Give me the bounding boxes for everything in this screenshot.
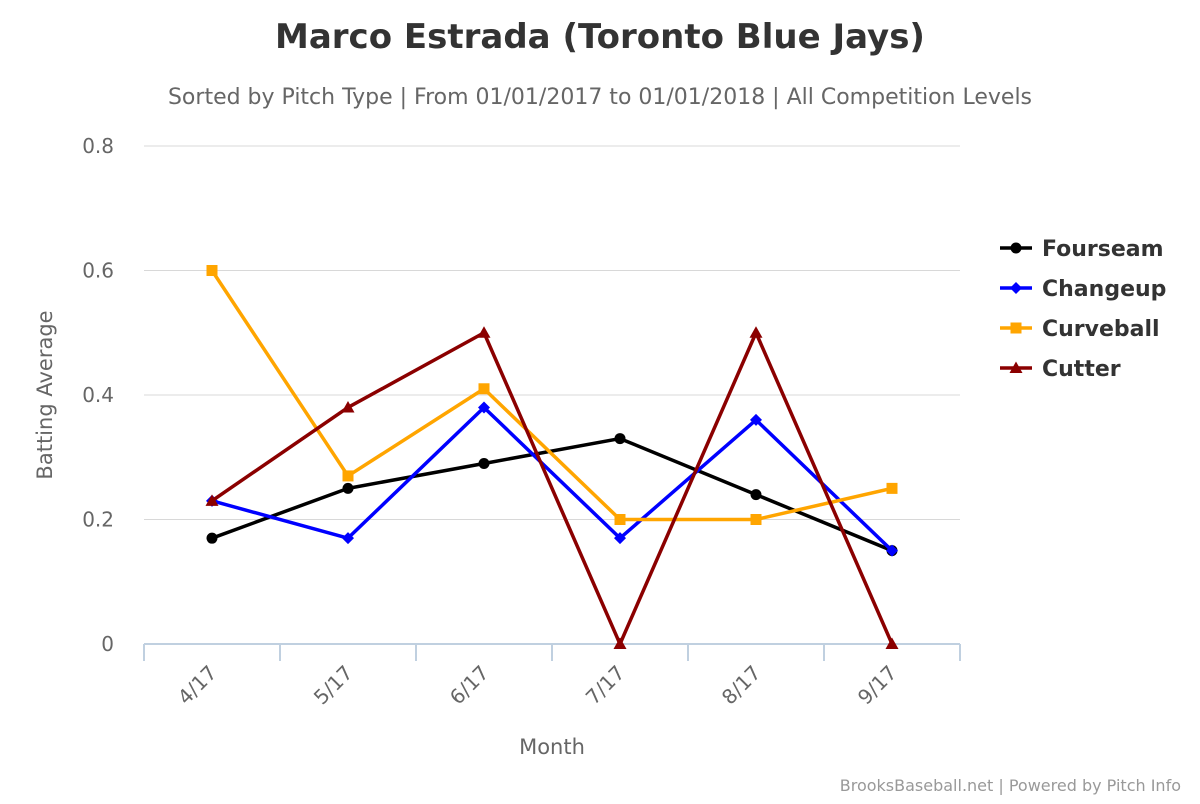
legend-item-cutter[interactable]: Cutter [1000,357,1121,382]
data-point [750,489,762,501]
legend: Fourseam Changeup Curveball Cutter [1000,237,1166,382]
data-point [886,544,898,557]
chart-title: Marco Estrada (Toronto Blue Jays) [275,17,925,57]
data-point [614,433,626,445]
data-point [206,265,218,276]
x-tick-label: 8/17 [717,661,766,710]
legend-marker [1010,242,1022,254]
series-line [210,436,894,553]
y-tick-label: 0.2 [82,508,114,532]
series-line [210,331,894,646]
data-point [749,326,763,338]
data-point [206,532,218,544]
legend-marker [1010,322,1022,334]
series-curveball [206,265,898,525]
legend-label: Changeup [1042,277,1166,302]
legend-label: Fourseam [1042,237,1164,262]
legend-item-fourseam[interactable]: Fourseam [1000,237,1164,262]
x-tick-label: 5/17 [309,661,358,710]
series-changeup [206,401,898,557]
data-point [885,637,899,649]
legend-marker [1010,282,1022,294]
y-tick-label: 0.6 [82,259,114,283]
y-tick-label: 0.4 [82,383,114,407]
data-point [478,401,490,414]
data-point [750,514,762,525]
y-axis-label: Batting Average [33,310,57,479]
data-point [478,457,490,469]
credits[interactable]: BrooksBaseball.net | Powered by Pitch In… [840,776,1181,795]
data-point [341,400,355,413]
x-tick-label: 7/17 [581,661,630,710]
legend-item-curveball[interactable]: Curveball [1000,317,1160,342]
data-point [750,413,762,426]
series-line [210,405,894,553]
x-tick-label: 4/17 [173,661,222,710]
data-point [342,470,354,482]
series-group [205,265,899,649]
data-point [613,637,627,649]
data-point [614,514,626,525]
data-point [614,532,626,545]
legend-item-changeup[interactable]: Changeup [1000,277,1166,302]
data-point [886,482,898,494]
data-point [342,482,354,494]
x-axis-label: Month [519,735,585,759]
data-point [477,326,491,338]
x-tick-label: 6/17 [445,661,494,710]
data-point [205,494,219,506]
grid-lines [144,145,960,520]
legend-label: Cutter [1042,357,1121,382]
data-point [342,532,354,545]
series-fourseam [206,433,898,557]
legend-marker [1009,361,1023,373]
series-cutter [205,326,899,649]
legend-label: Curveball [1042,317,1160,342]
y-tick-label: 0.8 [82,134,114,158]
y-tick-label: 0 [101,632,114,656]
chart-subtitle: Sorted by Pitch Type | From 01/01/2017 t… [168,85,1032,110]
series-line [210,268,894,522]
data-point [478,383,490,395]
x-tick-label: 9/17 [853,661,902,710]
